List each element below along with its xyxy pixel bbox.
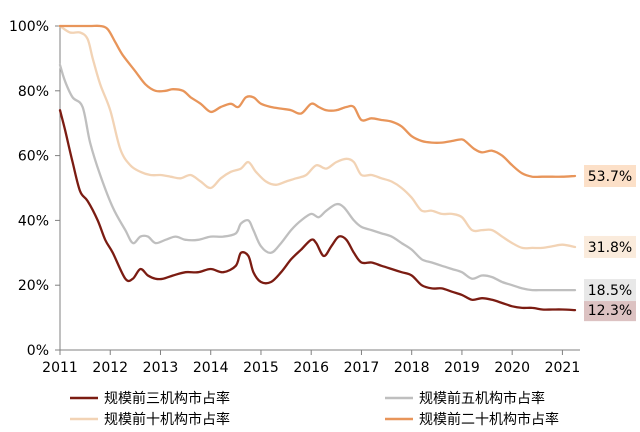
x-tick-label: 2021 bbox=[545, 360, 581, 376]
x-tick-label: 2016 bbox=[293, 360, 329, 376]
x-tick-label: 2014 bbox=[193, 360, 229, 376]
ticks: 0% 20% 40% 60% 80% 100% 2011 2012 2013 2014 2015 20… bbox=[9, 19, 580, 376]
legend-label-3: 规模前二十机构市占率 bbox=[419, 411, 559, 428]
end-label-3: 53.7% bbox=[588, 169, 632, 185]
series-line-1 bbox=[60, 65, 575, 290]
x-tick-label: 2012 bbox=[92, 360, 128, 376]
y-tick-label: 20% bbox=[18, 278, 49, 294]
x-tick-label: 2020 bbox=[494, 360, 530, 376]
y-tick-label: 100% bbox=[9, 19, 49, 35]
end-label-1: 18.5% bbox=[588, 283, 632, 299]
x-tick-label: 2013 bbox=[143, 360, 179, 376]
y-tick-label: 60% bbox=[18, 149, 49, 165]
series-line-2 bbox=[60, 26, 575, 248]
y-tick-label: 40% bbox=[18, 213, 49, 229]
series-lines bbox=[60, 26, 575, 310]
x-tick-label: 2018 bbox=[394, 360, 430, 376]
legend-label-2: 规模前十机构市占率 bbox=[104, 411, 230, 428]
x-tick-label: 2019 bbox=[444, 360, 480, 376]
legend-label-0: 规模前三机构市占率 bbox=[104, 390, 230, 407]
end-labels: 12.3% 18.5% 31.8% 53.7% bbox=[584, 165, 636, 321]
x-tick-label: 2015 bbox=[243, 360, 279, 376]
end-label-2: 31.8% bbox=[588, 240, 632, 256]
end-label-0: 12.3% bbox=[588, 303, 632, 319]
y-tick-label: 0% bbox=[27, 343, 49, 359]
x-tick-label: 2011 bbox=[42, 360, 78, 376]
series-line-3 bbox=[60, 26, 575, 177]
x-tick-label: 2017 bbox=[344, 360, 380, 376]
y-tick-label: 80% bbox=[18, 84, 49, 100]
legend-label-1: 规模前五机构市占率 bbox=[419, 390, 545, 407]
